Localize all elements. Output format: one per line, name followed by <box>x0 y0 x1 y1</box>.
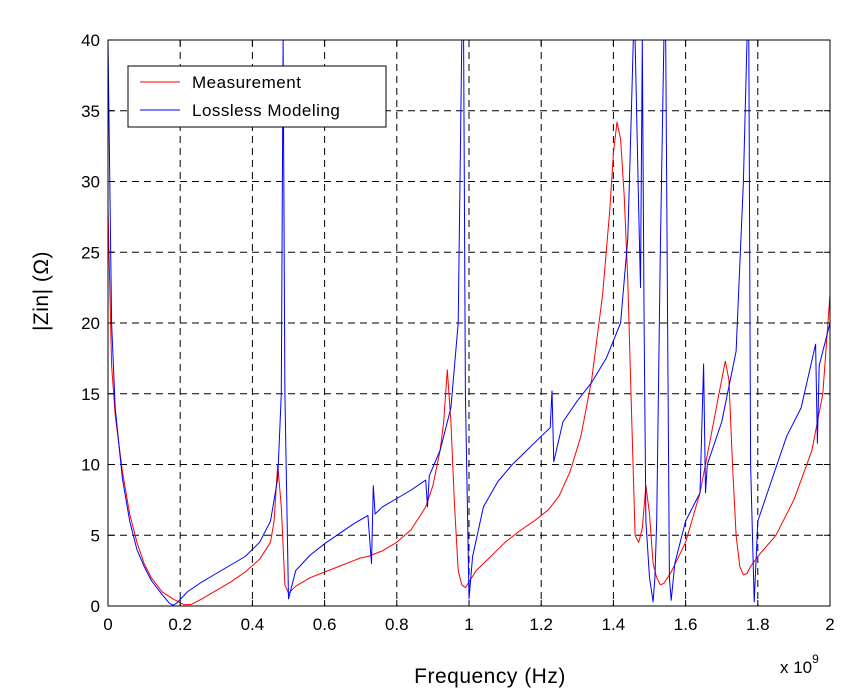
x-axis-multiplier: x 109 <box>780 652 819 677</box>
y-axis-label: |Zin| (Ω) <box>30 251 53 331</box>
x-tick-label: 1.2 <box>529 615 553 634</box>
x-tick-label: 0.6 <box>313 615 337 634</box>
series-lines <box>108 40 830 606</box>
x-tick-label: 0 <box>103 615 112 634</box>
y-tick-label: 20 <box>81 314 100 333</box>
grid-lines <box>108 40 830 606</box>
series-line-measurement <box>108 121 830 606</box>
series-line-lossless-modeling <box>108 40 830 606</box>
x-tick-label: 0.8 <box>385 615 409 634</box>
y-tick-label: 5 <box>91 526 100 545</box>
x-tick-label: 1.6 <box>674 615 698 634</box>
legend-label-measurement: Measurement <box>192 73 301 92</box>
x-tick-label: 1.8 <box>746 615 770 634</box>
x-tick-label: 1.4 <box>602 615 626 634</box>
legend: Measurement Lossless Modeling <box>127 65 387 128</box>
y-tick-label: 0 <box>91 597 100 616</box>
x-axis-multiplier-base: x 10 <box>780 658 812 677</box>
y-tick-label: 35 <box>81 102 100 121</box>
y-tick-label: 40 <box>81 31 100 50</box>
x-tick-label: 1 <box>464 615 473 634</box>
legend-box <box>127 65 387 128</box>
axis-ticks: 0 0.2 0.4 0.6 0.8 1 1.2 1.4 1.6 1.8 20510152025303… <box>81 31 835 634</box>
x-axis-multiplier-exponent: 9 <box>812 652 819 666</box>
y-tick-label: 15 <box>81 385 100 404</box>
x-axis-label: Frequency (Hz) <box>414 665 566 688</box>
y-tick-label: 25 <box>81 243 100 262</box>
x-tick-label: 0.2 <box>168 615 192 634</box>
y-tick-label: 30 <box>81 173 100 192</box>
legend-label-lossless-modeling: Lossless Modeling <box>192 101 340 120</box>
x-tick-label: 0.4 <box>241 615 265 634</box>
x-tick-label: 2 <box>825 615 834 634</box>
y-tick-label: 10 <box>81 456 100 475</box>
